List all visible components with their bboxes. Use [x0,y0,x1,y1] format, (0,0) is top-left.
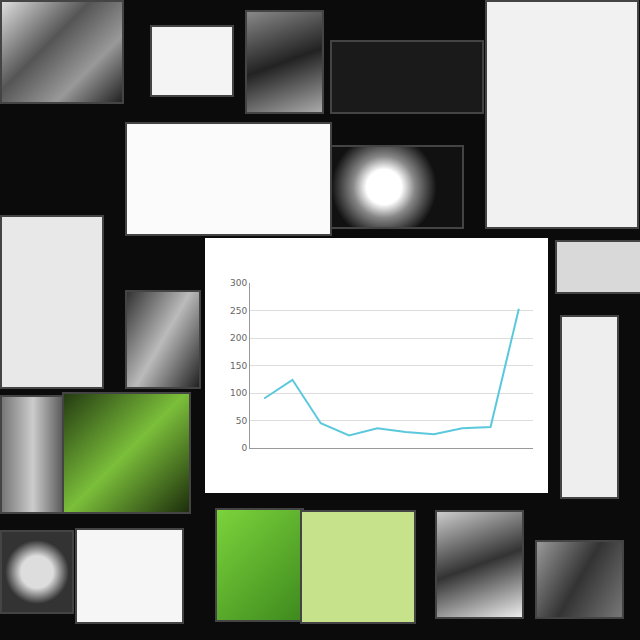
svg-text:300: 300 [230,278,247,288]
svg-text:0: 0 [241,443,247,453]
svg-text:200: 200 [230,333,247,343]
svg-text:50: 50 [236,416,248,426]
svg-text:250: 250 [230,306,247,316]
svg-text:100: 100 [230,388,247,398]
svg-text:150: 150 [230,361,247,371]
